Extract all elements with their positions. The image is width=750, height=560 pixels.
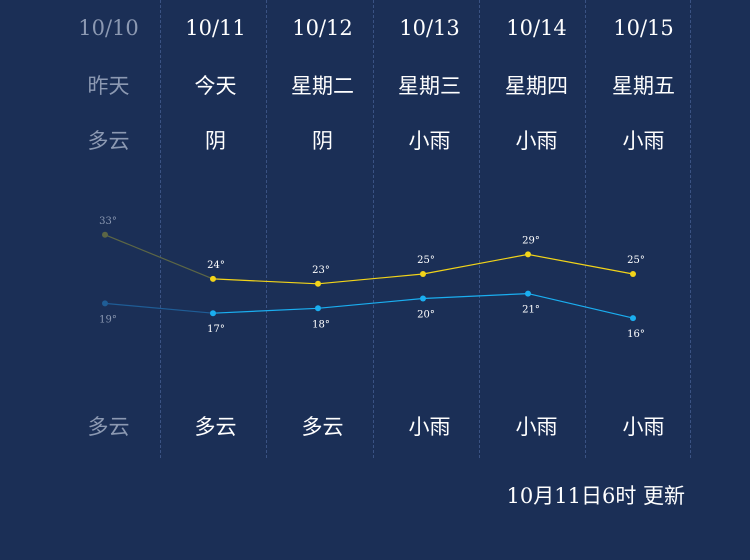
- low-temp-line-segment: [104, 302, 214, 314]
- high-temp-line-segment: [422, 253, 529, 275]
- low-temp-label: 19°: [99, 314, 117, 325]
- day-column: 10/13 星期三 小雨 小雨: [376, 0, 483, 458]
- day-weather-label: 阴: [205, 129, 226, 153]
- high-temp-label: 25°: [627, 255, 645, 266]
- night-weather-label: 小雨: [622, 415, 665, 439]
- weekday-label: 昨天: [87, 74, 130, 98]
- low-temp-point: [315, 305, 321, 312]
- high-temp-line-segment: [527, 253, 634, 275]
- night-weather-label: 小雨: [515, 415, 558, 439]
- day-weather-label: 小雨: [515, 129, 558, 153]
- day-column: 10/11 今天阴多云: [162, 0, 269, 458]
- high-temp-label: 33°: [99, 216, 117, 227]
- high-temp-point: [420, 271, 426, 277]
- weekday-label: 星期三: [398, 74, 461, 98]
- date-label: 10/13: [399, 16, 460, 40]
- day-column: 10/10 昨天 多云 多云: [55, 0, 162, 458]
- night-weather-label: 多云: [301, 415, 344, 439]
- day-weather-label: 多云: [87, 129, 130, 153]
- date-label: 10/15: [613, 16, 674, 40]
- column-divider: [373, 0, 374, 458]
- night-weather-label: 多云: [194, 415, 237, 439]
- high-temp-point: [525, 251, 531, 258]
- column-divider: [690, 0, 691, 458]
- high-temp-point: [102, 231, 108, 238]
- high-temp-line-segment: [212, 278, 319, 285]
- low-temp-label: 21°: [522, 305, 540, 316]
- weekday-label: 星期二: [291, 74, 354, 98]
- low-temp-point: [420, 295, 426, 302]
- date-label: 10/10: [78, 16, 139, 40]
- low-temp-line-segment: [317, 297, 424, 309]
- weekday-label: 星期四: [505, 74, 568, 98]
- day-weather-label: 小雨: [408, 129, 451, 153]
- column-divider: [479, 0, 480, 458]
- low-temp-label: 16°: [627, 329, 645, 340]
- high-temp-line-segment: [317, 273, 424, 285]
- date-label: 10/14: [506, 16, 567, 40]
- low-temp-line-segment: [422, 293, 529, 300]
- high-temp-label: 23°: [312, 265, 330, 276]
- day-weather-label: 小雨: [622, 129, 665, 153]
- low-temp-line-segment: [527, 293, 634, 319]
- low-temp-point: [525, 290, 531, 297]
- night-weather-label: 小雨: [408, 415, 451, 439]
- high-temp-point: [630, 271, 636, 277]
- date-label: 10/11: [185, 16, 246, 40]
- night-weather-label: 多云: [87, 415, 130, 439]
- high-temp-label: 24°: [207, 260, 225, 271]
- column-divider: [266, 0, 267, 458]
- low-temp-line-segment: [212, 307, 319, 314]
- low-temp-point: [102, 300, 108, 307]
- low-temp-label: 18°: [312, 319, 330, 330]
- low-temp-label: 20°: [417, 310, 435, 321]
- update-time: 10月11日6时 更新: [506, 484, 685, 508]
- high-temp-point: [315, 280, 321, 287]
- high-temp-label: 29°: [522, 235, 540, 246]
- day-weather-label: 阴: [312, 129, 333, 153]
- low-temp-point: [630, 315, 636, 322]
- day-column: 10/15 星期五 小雨 小雨: [590, 0, 697, 458]
- column-divider: [585, 0, 586, 458]
- high-temp-point: [210, 275, 216, 282]
- weekday-label: 今天: [194, 74, 237, 98]
- high-temp-label: 25°: [417, 255, 435, 266]
- date-label: 10/12: [292, 16, 353, 40]
- day-column: 10/12 星期二阴多云: [269, 0, 376, 458]
- weekday-label: 星期五: [612, 74, 675, 98]
- high-temp-line-segment: [104, 234, 214, 280]
- low-temp-point: [210, 310, 216, 317]
- column-divider: [160, 0, 161, 458]
- day-column: 10/14 星期四 小雨 小雨: [483, 0, 590, 458]
- low-temp-label: 17°: [207, 324, 225, 335]
